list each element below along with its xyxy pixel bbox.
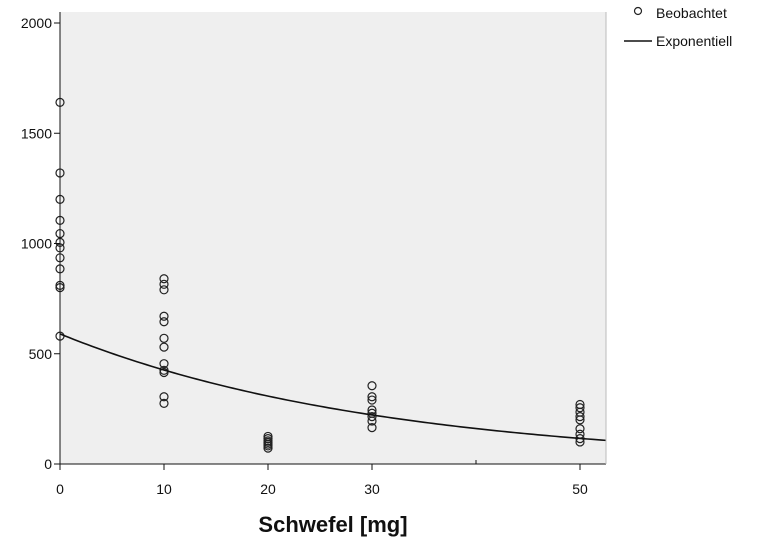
legend-label-exponentiell: Exponentiell [656,33,732,49]
scatter-point-22 [159,392,169,402]
legend-marker-beobachtet [633,6,643,16]
scatter-point-19 [159,359,169,369]
scatter-point-34 [367,405,377,415]
y-tick-label-1000: 1000 [21,236,52,252]
scatter-point-23 [159,398,169,408]
scatter-point-12 [159,274,169,284]
axes [59,12,607,465]
scatter-point-42 [575,411,585,422]
x-tick-label-30: 30 [364,481,380,497]
scatter-point-43 [575,415,585,425]
x-tick-label-10: 10 [156,481,172,497]
scatter-point-36 [367,411,377,422]
x-tick-label-0: 0 [56,481,64,497]
y-tick-label-500: 500 [29,346,53,362]
scatter-point-40 [575,403,585,413]
fit-line-exponentiell [59,333,607,442]
legend: Beobachtet Exponentiell [624,5,732,49]
x-axis-title: Schwefel [mg] [258,512,407,537]
scatter-point-30 [263,443,273,453]
scatter-point-14 [159,285,169,295]
y-tick-label-0: 0 [44,456,52,472]
scatter-point-13 [159,279,169,289]
scatter-point-33 [367,395,377,405]
scatter-point-37 [367,416,377,426]
y-tick-label-2000: 2000 [21,15,52,31]
scatter-point-32 [367,392,377,402]
scatter-point-38 [367,423,377,433]
data-marks [55,97,607,453]
legend-label-beobachtet: Beobachtet [656,5,727,21]
scatter-point-21 [159,367,169,378]
plot-area [60,12,606,464]
y-tick-label-1500: 1500 [21,125,52,141]
tick-layer: 0 500 1000 1500 2000 0 10 20 30 50 [21,15,588,497]
x-tick-label-20: 20 [260,481,276,497]
scatter-point-15 [159,311,169,321]
scatter-point-16 [159,317,169,327]
scatter-point-17 [159,333,169,343]
scatter-point-44 [575,424,585,434]
x-tick-label-50: 50 [572,481,588,497]
scatter-point-31 [367,381,377,391]
scatter-point-18 [159,342,169,352]
